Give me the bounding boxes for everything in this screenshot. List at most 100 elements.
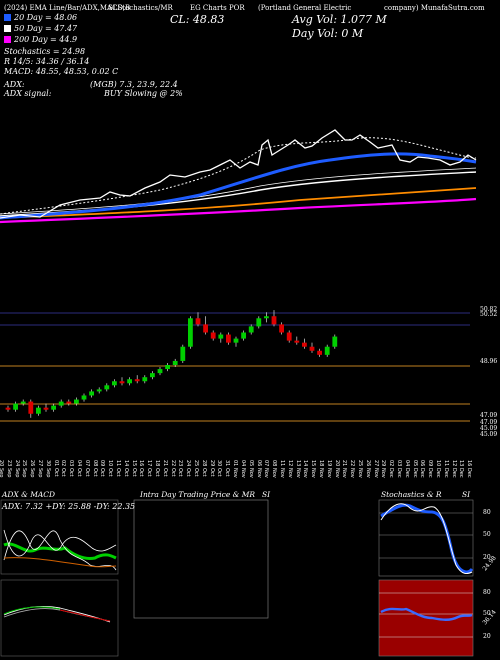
candle-body [241,332,246,339]
candle-body [58,401,64,406]
stoch-tick-20: 20 [483,554,491,561]
header-company: (Portland General Electric [258,4,352,12]
adx-orange-line [3,557,117,568]
date-tick-label: 24 Sep [13,460,20,478]
date-tick-label: 10 Dec [434,460,441,478]
candle-body [279,324,284,333]
adx-value: (MGB) 7.3, 23.9, 22.4 [90,80,178,89]
date-tick-label: 23 Oct [177,460,184,477]
date-tick-label: 13 Dec [458,460,465,478]
rsi-tick-80: 80 [483,589,491,596]
candle-body [13,403,18,410]
price-label-50-82: 50.82 [480,306,498,313]
ma-10-line [0,137,477,215]
date-tick-label: 14 Oct [122,460,129,477]
date-tick-label: 11 Oct [115,460,122,477]
date-tick-label: 03 Dec [395,460,402,478]
date-tick-label: 06 Dec [419,460,426,478]
legend-50-day: 50 Day = 47.47 [4,24,77,33]
legend-20-day-label: 20 Day = 48.06 [14,13,78,22]
date-tick-label: 21 Nov [341,460,348,478]
stoch-tick-50: 50 [483,531,491,538]
date-tick-label: 14 Nov [302,460,309,478]
adx-panel-lines [3,529,117,571]
date-tick-label: 05 Dec [411,460,418,478]
candle-body [188,318,193,347]
candle-body [127,379,132,384]
header-date-ema: (2024) EMA Line/Bar/ADX,MACD,B [4,4,131,12]
date-tick-label: 01 Nov [232,460,239,478]
minus-dy-line [3,529,117,557]
date-tick-label: 01 Oct [52,460,59,477]
macd-panel-lines [3,605,111,623]
candle-body [294,340,300,343]
candle-body [302,342,307,347]
macd-line [3,605,111,623]
candle-body [309,346,315,351]
date-tick-label: 15 Oct [130,460,137,477]
rsi-tick-20: 20 [483,633,491,640]
legend-50-day-label: 50 Day = 47.47 [14,24,78,33]
ma-100-line [0,187,477,219]
date-tick-label: 08 Oct [91,460,98,477]
candle-body [264,316,269,319]
price-label-50-52: 50.52 [480,311,498,318]
date-tick-label: 15 Nov [310,460,317,478]
date-tick-label: 18 Oct [154,460,161,477]
ma-200-line [0,197,477,224]
price-levels [0,312,470,422]
intraday-panel-title: Intra Day Trading Price & MR [140,490,256,499]
rsi-line [380,607,473,621]
candle-body [271,316,277,325]
date-tick-label: 30 Sep [44,460,51,478]
candle-body [332,336,338,347]
price-line [0,129,477,219]
macd-red-line [59,609,111,622]
date-tick-label: 25 Sep [21,460,28,478]
candle-body [134,379,140,382]
date-tick-label: 02 Dec [388,460,395,478]
legend-20-day: 20 Day = 48.06 [4,13,77,22]
stoch-tick-80: 80 [483,509,491,516]
date-tick-label: 19 Nov [325,460,332,478]
candle-body [28,401,34,414]
macd-green-line [3,606,61,615]
candle-body [150,373,155,378]
candle-body [248,326,254,333]
price-label-45-09b: 45.09 [480,431,498,438]
price-label-45-09: 45.09 [480,425,498,432]
candle-body [324,346,330,355]
date-tick-label: 25 Nov [356,460,363,478]
ma-20-line [0,152,477,220]
candle-body [317,350,322,355]
candle-body [66,401,72,404]
date-tick-label: 04 Nov [239,460,246,478]
date-tick-label: 08 Nov [271,460,278,478]
r-value: R 14/5: 34.36 / 36.14 [4,57,90,66]
candle-body [180,346,186,361]
date-tick-label: 28 Oct [200,460,207,477]
candle-body [20,401,26,404]
candle-body [142,377,148,382]
date-tick-label: 27 Sep [37,460,44,478]
date-tick-label: 31 Oct [224,460,231,477]
candle-body [210,332,216,339]
close-price: CL: 48.83 [170,13,225,26]
date-tick-label: 22 Nov [349,460,356,478]
ma-40-line [0,167,477,215]
stoch-d-line [380,503,473,575]
price-label-48-96: 48.96 [480,358,498,365]
date-tick-label: 10 Oct [107,460,114,477]
candle-body [74,399,79,404]
date-tick-label: 30 Oct [216,460,223,477]
intraday-si-label: SI [262,490,271,499]
date-tick-label: 24 Oct [185,460,192,477]
date-tick-label: 16 Dec [466,460,473,478]
date-tick-label: 05 Nov [247,460,254,478]
date-tick-label: 21 Oct [161,460,168,477]
date-tick-label: 02 Oct [60,460,67,477]
date-tick-label: 29 Nov [380,460,387,478]
date-tick-label: 23 Sep [5,460,12,478]
date-tick-label: 29 Oct [208,460,215,477]
